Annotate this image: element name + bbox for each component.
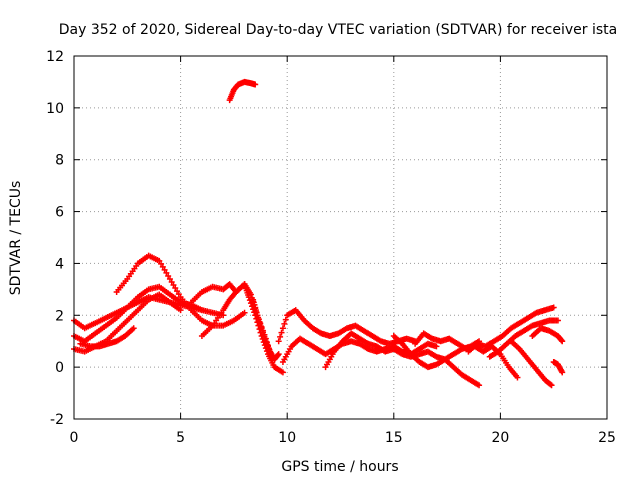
y-tick-label: 4 — [55, 256, 64, 272]
series-track-r — [529, 325, 566, 345]
x-tick-label: 25 — [598, 430, 616, 446]
plot-frame — [73, 55, 608, 420]
data-point — [175, 291, 182, 298]
series-track-h — [250, 296, 282, 363]
data-point — [247, 300, 254, 307]
chart-title: Day 352 of 2020, Sidereal Day-to-day VTE… — [59, 22, 617, 38]
data-point — [252, 81, 259, 88]
data-point — [559, 369, 566, 376]
x-tick-label: 10 — [278, 430, 296, 446]
data-points — [71, 78, 566, 389]
series-track-i — [226, 78, 259, 104]
series-track-d — [77, 325, 137, 350]
x-tick-label: 5 — [176, 430, 185, 446]
series-track-e — [113, 252, 248, 329]
data-point — [559, 338, 566, 345]
series-track-c — [71, 291, 184, 355]
data-point — [554, 317, 561, 324]
data-point — [241, 309, 248, 316]
series-track-p — [486, 317, 561, 360]
y-tick-label: 10 — [46, 101, 64, 117]
data-point — [476, 382, 483, 389]
data-point — [156, 257, 163, 264]
series-track-o — [465, 304, 557, 355]
series-track-s — [550, 358, 566, 376]
data-point — [158, 260, 165, 267]
data-point — [163, 269, 170, 276]
data-point — [550, 304, 557, 311]
series-track-q — [508, 338, 555, 389]
y-tick-label: 12 — [46, 49, 64, 65]
data-point — [547, 381, 554, 388]
x-tick-label: 20 — [491, 430, 509, 446]
y-axis-label: SDTVAR / TECUs — [8, 181, 24, 296]
data-point — [172, 285, 179, 292]
data-point — [277, 333, 284, 340]
y-tick-label: 8 — [55, 153, 64, 169]
data-point — [177, 307, 184, 314]
data-point — [245, 294, 252, 301]
data-point — [278, 329, 285, 336]
data-point — [161, 266, 168, 273]
y-tick-label: 0 — [55, 360, 64, 376]
data-point — [198, 307, 205, 314]
data-point — [279, 369, 286, 376]
series-track-m — [390, 333, 483, 389]
data-point — [170, 282, 177, 289]
y-tick-label: 2 — [55, 308, 64, 324]
series-track-n — [412, 330, 521, 381]
data-point — [433, 343, 440, 350]
data-point — [279, 325, 286, 332]
data-point — [282, 316, 289, 323]
x-axis-label: GPS time / hours — [281, 459, 398, 475]
series-track-j — [275, 307, 419, 347]
x-tick-label: 0 — [70, 430, 79, 446]
data-point — [130, 325, 137, 332]
data-point — [548, 382, 555, 389]
data-point — [159, 263, 166, 270]
data-point — [514, 374, 521, 381]
series-track-b — [71, 283, 205, 345]
data-point — [281, 320, 288, 327]
data-point — [275, 338, 282, 345]
data-point — [165, 272, 172, 279]
data-point — [166, 275, 173, 282]
data-point — [168, 279, 175, 286]
data-point — [174, 288, 181, 295]
y-tick-label: 6 — [55, 205, 64, 221]
data-point — [275, 351, 282, 358]
axis-ticks: 0 5 10 15 20 25 -2 0 2 4 6 8 10 12 — [46, 49, 616, 446]
y-tick-label: -2 — [50, 412, 64, 428]
x-tick-label: 15 — [385, 430, 403, 446]
grid — [74, 56, 607, 419]
